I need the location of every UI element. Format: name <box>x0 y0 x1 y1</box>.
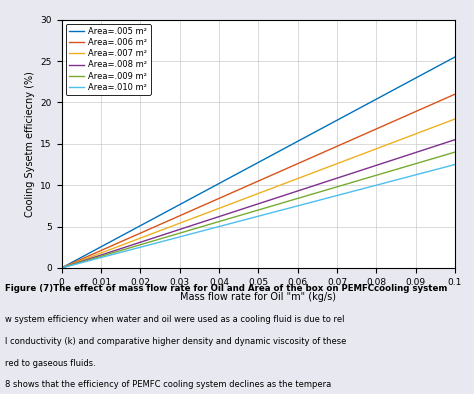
Area=.005 m² <box>293 140 299 145</box>
Area=.010 m² <box>452 162 458 167</box>
Area=.007 m² <box>246 195 252 199</box>
Area=.009 m² <box>452 150 458 154</box>
Legend: Area=.005 m², Area=.006 m², Area=.007 m², Area=.008 m², Area=.009 m², Area=.010 : Area=.005 m², Area=.006 m², Area=.007 m²… <box>66 24 151 95</box>
Area=.008 m² <box>272 196 277 201</box>
Area=.009 m² <box>248 210 254 214</box>
Area=.007 m² <box>443 120 448 125</box>
Area=.007 m² <box>293 177 299 182</box>
Area=.008 m² <box>248 204 254 208</box>
Line: Area=.009 m²: Area=.009 m² <box>62 152 455 268</box>
Area=.005 m² <box>452 55 458 59</box>
Area=.005 m² <box>59 265 65 270</box>
Area=.007 m² <box>452 117 458 121</box>
Area=.006 m² <box>248 182 254 187</box>
Area=.005 m² <box>272 151 277 156</box>
Area=.008 m² <box>443 140 448 145</box>
Text: red to gaseous fluids.: red to gaseous fluids. <box>5 359 95 368</box>
Area=.009 m² <box>246 210 252 215</box>
Area=.009 m² <box>443 152 448 157</box>
Area=.006 m² <box>246 183 252 188</box>
Y-axis label: Cooling Sysetm efficiecny (%): Cooling Sysetm efficiecny (%) <box>25 71 35 217</box>
Area=.006 m² <box>59 266 65 270</box>
Area=.006 m² <box>293 162 299 167</box>
Area=.005 m² <box>246 165 252 170</box>
Area=.007 m² <box>272 185 277 190</box>
Area=.009 m² <box>293 197 299 201</box>
Area=.010 m² <box>293 204 299 209</box>
Area=.006 m² <box>272 171 277 176</box>
Area=.005 m² <box>443 59 448 64</box>
Area=.010 m² <box>246 216 252 221</box>
Line: Area=.007 m²: Area=.007 m² <box>62 119 455 268</box>
Area=.007 m² <box>248 194 254 199</box>
Area=.009 m² <box>59 266 65 270</box>
Area=.010 m² <box>381 181 387 186</box>
Area=.005 m² <box>381 93 387 97</box>
Area=.010 m² <box>59 266 65 270</box>
Line: Area=.006 m²: Area=.006 m² <box>62 94 455 268</box>
Text: 8 shows that the efficiency of PEMFC cooling system declines as the tempera: 8 shows that the efficiency of PEMFC coo… <box>5 380 331 389</box>
Area=.009 m² <box>272 203 277 208</box>
Text: l conductivity (k) and comparative higher density and dynamic viscosity of these: l conductivity (k) and comparative highe… <box>5 337 346 346</box>
X-axis label: Mass flow rate for Oil "m" (kg/s): Mass flow rate for Oil "m" (kg/s) <box>180 292 337 302</box>
Area=.007 m² <box>381 143 387 148</box>
Text: Figure (7)The effect of mass flow rate for Oil and Area of the box on PEMFCcooli: Figure (7)The effect of mass flow rate f… <box>5 284 447 293</box>
Area=.006 m² <box>443 96 448 101</box>
Area=.010 m² <box>272 210 277 214</box>
Area=.008 m² <box>59 266 65 270</box>
Area=.008 m² <box>246 204 252 209</box>
Area=.008 m² <box>452 138 458 142</box>
Area=.006 m² <box>452 92 458 97</box>
Area=.005 m² <box>248 164 254 169</box>
Area=.009 m² <box>381 171 387 175</box>
Area=.008 m² <box>381 160 387 165</box>
Line: Area=.010 m²: Area=.010 m² <box>62 165 455 268</box>
Area=.006 m² <box>381 123 387 128</box>
Text: w system efficiency when water and oil were used as a cooling fluid is due to re: w system efficiency when water and oil w… <box>5 315 344 324</box>
Line: Area=.005 m²: Area=.005 m² <box>62 57 455 268</box>
Line: Area=.008 m²: Area=.008 m² <box>62 140 455 268</box>
Area=.010 m² <box>248 216 254 221</box>
Area=.010 m² <box>443 165 448 169</box>
Area=.008 m² <box>293 189 299 194</box>
Area=.007 m² <box>59 266 65 270</box>
